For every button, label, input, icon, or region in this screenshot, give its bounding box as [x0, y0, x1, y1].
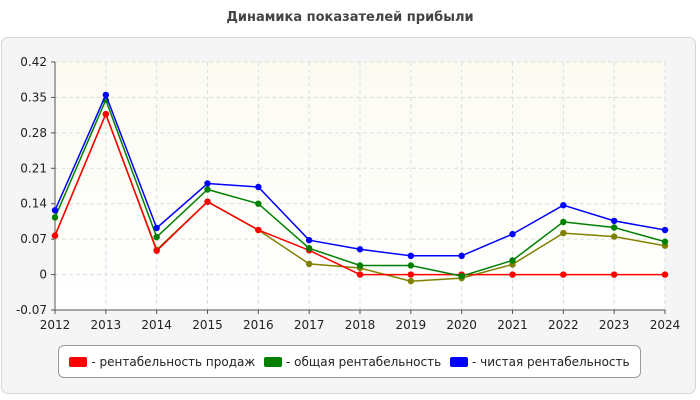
x-tick-label: 2020	[446, 318, 477, 332]
data-point	[610, 224, 618, 231]
y-tick-label: 0.14	[20, 197, 47, 211]
x-tick-label: 2014	[141, 318, 172, 332]
y-tick-label: 0	[39, 268, 47, 282]
legend-swatch	[450, 356, 468, 367]
x-tick-label: 2012	[40, 318, 71, 332]
data-point	[356, 262, 364, 269]
y-tick-label: 0.21	[20, 161, 47, 175]
series-group	[51, 91, 669, 285]
data-point	[356, 271, 364, 278]
x-tick-label: 2024	[650, 318, 681, 332]
data-point	[661, 271, 669, 278]
data-point	[509, 271, 516, 278]
data-point	[356, 246, 364, 253]
data-point	[509, 230, 516, 238]
data-point	[102, 110, 110, 118]
data-point	[407, 252, 415, 260]
data-point	[560, 218, 567, 226]
data-point	[255, 183, 262, 191]
legend-item: - чистая рентабельность	[450, 355, 630, 369]
data-point	[153, 247, 160, 254]
x-tick-label: 2023	[599, 318, 630, 332]
y-tick-label: 0.07	[20, 232, 47, 246]
data-point	[51, 207, 59, 214]
legend-item: - рентабельность продаж	[69, 355, 255, 369]
data-point	[458, 272, 465, 280]
legend-label: - рентабельность продаж	[91, 354, 256, 369]
data-point	[204, 198, 211, 205]
data-point	[407, 277, 415, 285]
data-point	[407, 262, 415, 269]
data-point	[610, 217, 618, 225]
data-point	[51, 214, 59, 221]
legend-label: - чистая рентабельность	[472, 354, 630, 369]
data-point	[204, 180, 211, 187]
x-tick-label: 2019	[396, 318, 427, 332]
series-1	[51, 96, 669, 280]
data-point	[204, 186, 211, 193]
x-tick-label: 2018	[345, 318, 376, 332]
data-point	[255, 200, 262, 207]
data-point	[153, 233, 160, 241]
y-tick-label: 0.35	[20, 90, 47, 104]
data-point	[255, 226, 262, 234]
x-tick-label: 2015	[192, 318, 223, 332]
data-point	[560, 271, 567, 278]
y-tick-labels: 0.42 0.35 0.28 0.21 0.14 0.07 0 -0.07	[16, 55, 47, 317]
data-point	[661, 238, 669, 245]
legend: - рентабельность продаж - общая рентабель…	[58, 345, 641, 378]
data-point	[153, 224, 160, 232]
x-tick-label: 2022	[548, 318, 579, 332]
data-point	[51, 232, 59, 239]
data-point	[610, 233, 618, 240]
y-tick-label: -0.07	[16, 303, 47, 317]
data-point	[305, 260, 313, 268]
axes	[51, 61, 666, 314]
x-tick-label: 2013	[91, 318, 122, 332]
data-point	[610, 271, 618, 278]
x-tick-label: 2021	[497, 318, 528, 332]
series-2	[51, 91, 669, 260]
data-point	[509, 257, 516, 264]
legend-swatch	[69, 356, 88, 367]
data-point	[560, 229, 567, 237]
chart-title: Динамика показателей прибыли	[226, 10, 474, 25]
legend-label: - общая рентабельность	[286, 354, 442, 369]
x-tick-label: 2017	[294, 318, 325, 332]
legend-swatch	[264, 356, 283, 367]
data-point	[661, 226, 669, 234]
data-point	[560, 202, 567, 209]
y-tick-label: 0.42	[20, 55, 47, 69]
legend-item: - общая рентабельность	[264, 355, 441, 369]
x-tick-label: 2016	[243, 318, 274, 332]
y-tick-label: 0.28	[20, 126, 47, 140]
x-tick-labels: 2012 2013 2014 2015 2016 2017 2018 2019 2020 2021…	[40, 318, 681, 332]
data-point	[407, 271, 415, 278]
data-point	[458, 252, 465, 260]
data-point	[305, 245, 313, 252]
data-point	[102, 91, 110, 99]
data-point	[305, 236, 313, 244]
